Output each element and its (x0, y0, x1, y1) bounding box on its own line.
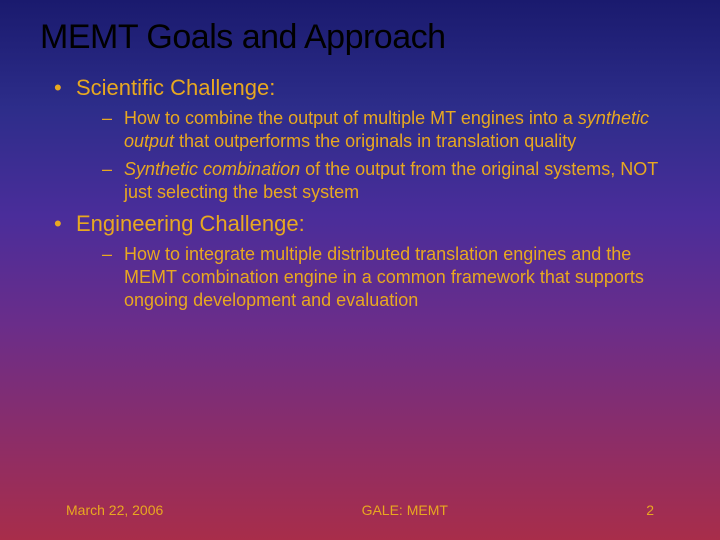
bullet-level1: Engineering Challenge: How to integrate … (50, 211, 670, 313)
bullet-text-post: that outperforms the originals in transl… (174, 131, 576, 151)
bullet-text-italic: Synthetic combination (124, 159, 300, 179)
bullet-label: Scientific Challenge: (76, 75, 275, 100)
bullet-level2: Synthetic combination of the output from… (76, 158, 670, 205)
bullet-list-1: Scientific Challenge: How to combine the… (50, 75, 670, 205)
sub-bullet-list: How to integrate multiple distributed tr… (76, 243, 670, 313)
bullet-text-pre: How to combine the output of multiple MT… (124, 108, 578, 128)
bullet-level2: How to combine the output of multiple MT… (76, 107, 670, 154)
bullet-list-2: Engineering Challenge: How to integrate … (50, 211, 670, 313)
footer-page: 2 (646, 502, 654, 518)
footer-date: March 22, 2006 (66, 502, 163, 518)
slide-footer: March 22, 2006 GALE: MEMT 2 (0, 502, 720, 518)
slide-content: Scientific Challenge: How to combine the… (0, 67, 720, 313)
slide-title: MEMT Goals and Approach (0, 0, 720, 67)
bullet-level1: Scientific Challenge: How to combine the… (50, 75, 670, 205)
footer-center: GALE: MEMT (362, 502, 448, 518)
bullet-level2: How to integrate multiple distributed tr… (76, 243, 670, 313)
sub-bullet-list: How to combine the output of multiple MT… (76, 107, 670, 205)
bullet-text-pre: How to integrate multiple distributed tr… (124, 244, 644, 311)
bullet-label: Engineering Challenge: (76, 211, 305, 236)
